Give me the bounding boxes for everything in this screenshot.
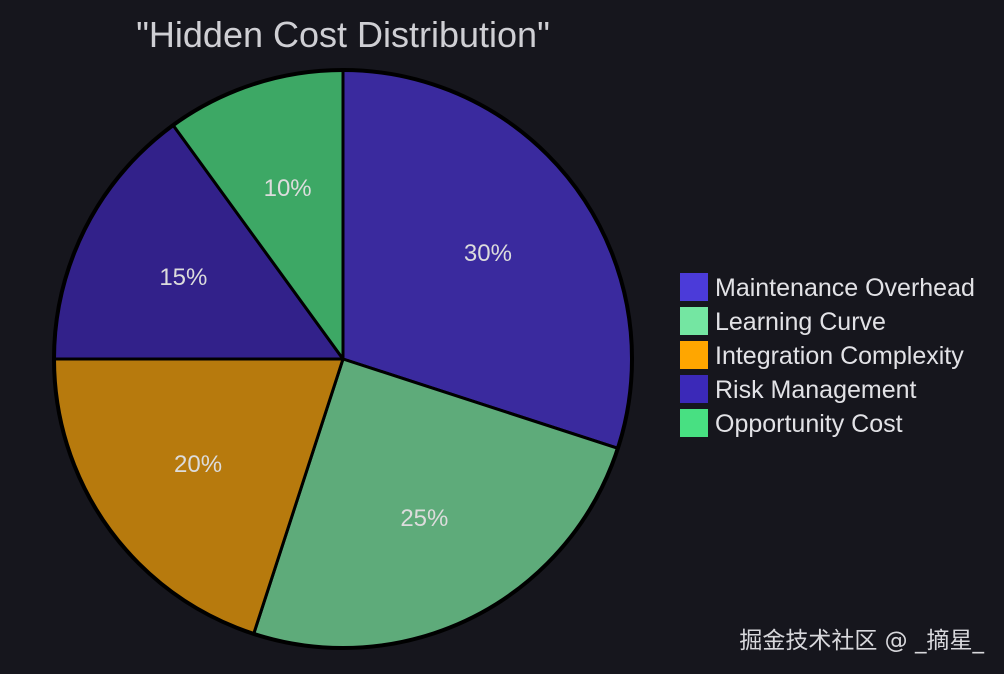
legend-label-maintenance-overhead: Maintenance Overhead (715, 274, 975, 302)
legend-swatch-learning-curve (680, 307, 708, 335)
slice-label-integration-complexity: 20% (174, 451, 222, 478)
legend-swatch-maintenance-overhead (680, 273, 708, 301)
legend-label-integration-complexity: Integration Complexity (715, 342, 964, 370)
pie-outline (52, 68, 634, 650)
legend-swatch-risk-management (680, 375, 708, 403)
legend-swatch-integration-complexity (680, 341, 708, 369)
slice-label-risk-management: 15% (159, 264, 207, 291)
legend-label-opportunity-cost: Opportunity Cost (715, 410, 903, 438)
legend: Maintenance Overhead Learning Curve Integr… (680, 273, 975, 438)
legend-swatch-opportunity-cost (680, 409, 708, 437)
slice-label-opportunity-cost: 10% (264, 175, 312, 202)
pie-slice-labels: 30% 25% 20% 15% 10% (159, 175, 512, 532)
legend-label-risk-management: Risk Management (715, 376, 917, 404)
slice-label-learning-curve: 25% (400, 505, 448, 532)
slice-label-maintenance-overhead: 30% (464, 240, 512, 267)
watermark: 掘金技术社区 @ _摘星_ (739, 628, 984, 654)
chart-title: "Hidden Cost Distribution" (136, 14, 550, 55)
legend-label-learning-curve: Learning Curve (715, 308, 886, 336)
pie-slices (52, 68, 634, 650)
